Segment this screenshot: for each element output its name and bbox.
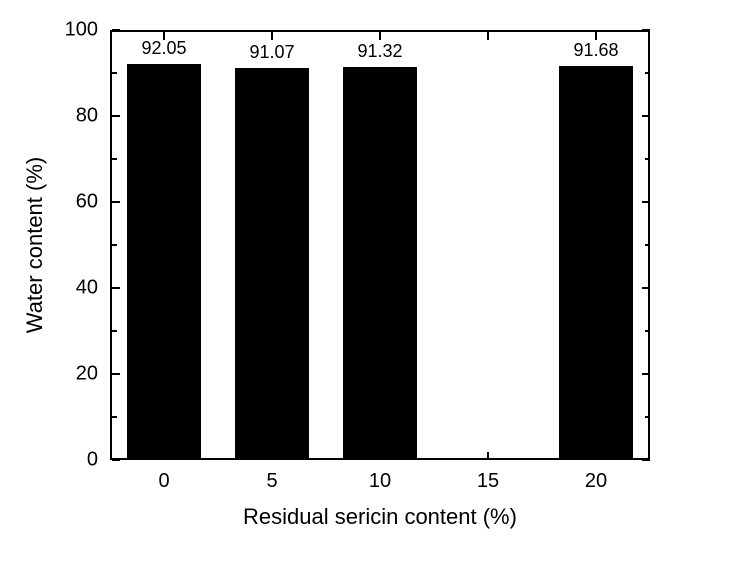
y-tick: [112, 29, 120, 31]
y-minor-tick: [645, 330, 650, 332]
y-tick: [112, 115, 120, 117]
y-tick-label: 20: [0, 363, 98, 386]
y-minor-tick: [645, 416, 650, 418]
x-tick-label: 10: [369, 470, 391, 493]
x-tick-label: 20: [585, 470, 607, 493]
y-tick: [642, 287, 650, 289]
y-minor-tick: [112, 158, 117, 160]
y-tick-label: 0: [0, 449, 98, 472]
bar: [235, 68, 308, 460]
y-axis-title: Water content (%): [22, 157, 48, 333]
y-tick: [642, 459, 650, 461]
y-tick: [642, 373, 650, 375]
x-tick: [487, 32, 489, 40]
bar: [127, 64, 200, 460]
bar-value-label: 92.05: [141, 38, 186, 59]
y-tick: [112, 459, 120, 461]
y-tick-label: 100: [0, 19, 98, 42]
x-tick: [487, 452, 489, 460]
y-tick-label: 80: [0, 105, 98, 128]
bar-value-label: 91.07: [249, 42, 294, 63]
bar-value-label: 91.68: [573, 40, 618, 61]
y-tick: [112, 287, 120, 289]
bar-value-label: 91.32: [357, 41, 402, 62]
y-minor-tick: [645, 244, 650, 246]
y-minor-tick: [112, 244, 117, 246]
y-minor-tick: [645, 72, 650, 74]
bar: [559, 66, 632, 460]
chart-container: 0 20 40 60 80 100 0 5 10 15 20 92.05 91.07 91.32 91.68…: [0, 0, 737, 576]
y-minor-tick: [645, 158, 650, 160]
y-minor-tick: [112, 330, 117, 332]
x-tick-label: 5: [266, 470, 277, 493]
y-minor-tick: [112, 72, 117, 74]
y-tick: [112, 201, 120, 203]
y-tick-label: 40: [0, 277, 98, 300]
x-axis-title: Residual sericin content (%): [110, 504, 650, 530]
x-tick: [271, 32, 273, 40]
bar: [343, 67, 416, 460]
y-minor-tick: [112, 416, 117, 418]
y-tick: [642, 115, 650, 117]
y-tick: [642, 201, 650, 203]
y-tick: [642, 29, 650, 31]
x-tick-label: 15: [477, 470, 499, 493]
y-tick-label: 60: [0, 191, 98, 214]
y-tick: [112, 373, 120, 375]
x-tick: [379, 32, 381, 40]
x-tick-label: 0: [158, 470, 169, 493]
